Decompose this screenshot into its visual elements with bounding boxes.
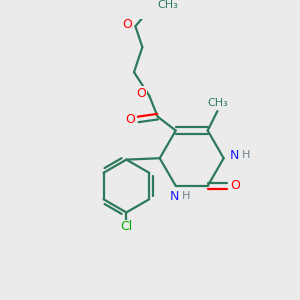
- Text: N: N: [169, 190, 179, 203]
- Text: O: O: [123, 18, 133, 32]
- Text: CH₃: CH₃: [157, 0, 178, 11]
- Text: CH₃: CH₃: [208, 98, 228, 108]
- Text: N: N: [230, 149, 239, 162]
- Text: H: H: [242, 150, 250, 161]
- Text: O: O: [136, 86, 146, 100]
- Text: O: O: [125, 113, 135, 126]
- Text: O: O: [230, 179, 240, 192]
- Text: Cl: Cl: [120, 220, 133, 233]
- Text: H: H: [182, 191, 190, 202]
